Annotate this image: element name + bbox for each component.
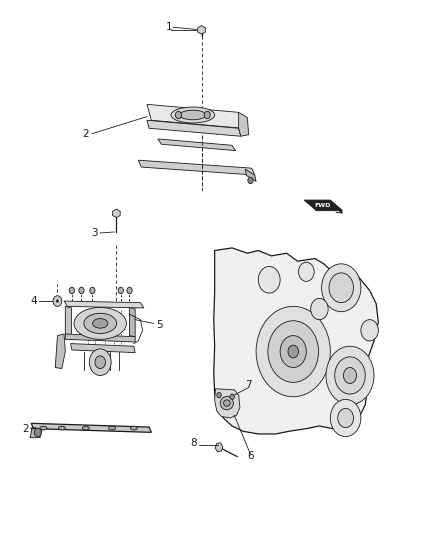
Circle shape [69,287,74,294]
Ellipse shape [40,426,47,430]
Ellipse shape [92,319,108,328]
Polygon shape [158,139,236,151]
Polygon shape [198,26,205,34]
Polygon shape [31,423,151,432]
Circle shape [298,262,314,281]
Text: 6: 6 [247,451,254,461]
Polygon shape [304,200,343,211]
Circle shape [127,287,132,294]
Circle shape [268,321,318,382]
Polygon shape [215,443,223,451]
Polygon shape [65,334,135,342]
Circle shape [343,368,357,383]
Circle shape [280,336,306,368]
Text: 8: 8 [191,438,197,448]
Ellipse shape [84,313,117,334]
Ellipse shape [171,107,215,123]
Text: 7: 7 [245,379,252,390]
Circle shape [361,320,378,341]
Circle shape [288,345,298,358]
Polygon shape [55,334,65,368]
Polygon shape [239,112,249,136]
Circle shape [311,298,328,320]
Polygon shape [30,429,42,438]
Ellipse shape [180,110,206,120]
Text: 2: 2 [82,128,89,139]
Polygon shape [147,104,243,128]
Circle shape [95,356,106,368]
Text: 4: 4 [30,296,37,306]
Polygon shape [214,248,378,434]
Ellipse shape [131,426,138,430]
Polygon shape [215,389,240,418]
Text: 2: 2 [23,424,29,434]
Circle shape [230,394,234,399]
Circle shape [118,287,124,294]
Ellipse shape [223,400,230,406]
Circle shape [329,273,353,303]
Circle shape [330,399,361,437]
Circle shape [56,300,59,303]
Polygon shape [64,301,144,308]
Text: FWD: FWD [314,203,331,208]
Polygon shape [130,308,135,337]
Polygon shape [31,429,35,437]
Polygon shape [65,306,71,336]
Ellipse shape [220,397,233,410]
Circle shape [256,306,330,397]
Circle shape [321,264,361,312]
Circle shape [217,392,221,398]
Text: 1: 1 [166,22,172,33]
Circle shape [204,111,210,119]
Polygon shape [138,160,255,175]
Polygon shape [245,169,256,181]
Circle shape [248,177,253,183]
Circle shape [175,111,181,119]
Ellipse shape [109,426,116,430]
Circle shape [338,408,353,427]
Circle shape [53,296,62,306]
Polygon shape [147,120,241,136]
Text: 3: 3 [91,228,98,238]
Ellipse shape [74,308,127,340]
Polygon shape [113,209,120,217]
Circle shape [79,287,84,294]
Circle shape [34,428,41,437]
Text: 5: 5 [155,320,162,330]
Circle shape [90,287,95,294]
Polygon shape [71,344,135,353]
Circle shape [89,349,111,375]
Ellipse shape [82,426,89,430]
Ellipse shape [58,426,65,430]
Circle shape [258,266,280,293]
Circle shape [326,346,374,405]
Circle shape [335,357,365,394]
